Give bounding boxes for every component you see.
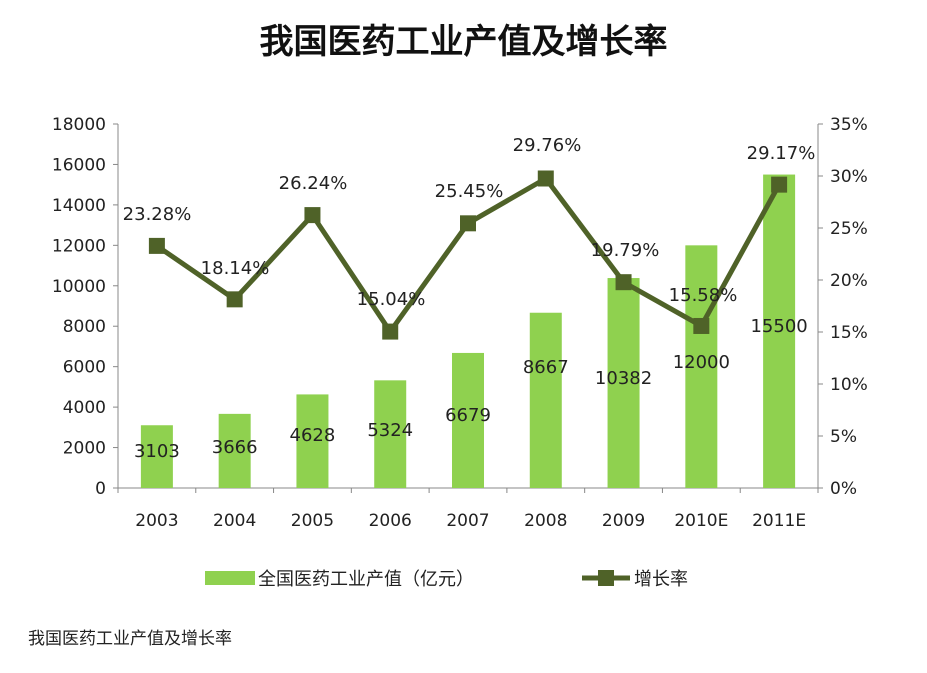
line-data-label: 25.45% [435,181,504,202]
right-tick-label: 10% [830,375,868,395]
line-data-label: 29.76% [513,135,582,156]
legend-bar-swatch [205,571,255,585]
x-tick-label: 2010E [674,511,728,531]
growth-marker [304,207,321,224]
legend-line-marker [598,570,614,586]
left-tick-label: 8000 [63,317,106,337]
growth-marker [226,291,243,308]
bar-data-label: 3103 [134,441,180,462]
growth-marker [615,274,632,291]
bar [763,174,796,489]
growth-marker [148,237,165,254]
x-tick-label: 2006 [369,511,412,531]
bar-data-label: 4628 [290,425,336,446]
right-tick-label: 5% [830,427,857,447]
chart-title: 我国医药工业产值及增长率 [259,22,668,62]
bar [296,394,329,488]
left-tick-label: 16000 [52,155,106,175]
left-tick-label: 10000 [52,277,106,297]
chart-caption: 我国医药工业产值及增长率 [28,629,232,649]
bar-data-label: 5324 [367,420,413,441]
line-data-label: 15.04% [357,289,426,310]
right-tick-label: 25% [830,219,868,239]
x-tick-label: 2009 [602,511,645,531]
line-data-label: 29.17% [747,143,816,164]
growth-marker [460,215,476,232]
right-tick-label: 20% [830,271,868,291]
bar-data-label: 12000 [673,352,730,373]
bar [140,425,173,488]
x-tick-label: 2003 [135,511,178,531]
x-tick-label: 2007 [446,511,489,531]
line-data-label: 18.14% [201,258,270,279]
line-data-label: 26.24% [279,173,348,194]
right-tick-label: 30% [830,167,868,187]
line-data-label: 15.58% [669,285,738,306]
growth-marker [537,170,554,187]
bar-data-label: 8667 [523,357,569,378]
right-tick-label: 35% [830,115,868,135]
left-tick-label: 14000 [52,196,106,216]
bar [452,352,484,488]
line-data-label: 19.79% [591,240,660,261]
bar-data-label: 10382 [595,368,652,389]
bar [529,312,562,488]
bar [685,245,718,488]
left-tick-label: 12000 [52,236,106,256]
bar-data-label: 3666 [212,437,258,458]
growth-marker [771,176,788,193]
x-tick-label: 2011E [752,511,806,531]
x-tick-label: 2005 [291,511,334,531]
left-tick-label: 2000 [63,439,106,459]
x-tick-label: 2008 [524,511,567,531]
right-tick-label: 15% [830,323,868,343]
left-tick-label: 0 [95,479,106,499]
legend-line-label: 增长率 [634,569,688,590]
left-tick-label: 18000 [52,115,106,135]
bar-data-label: 6679 [445,405,491,426]
bar [607,278,640,488]
growth-marker [382,323,399,340]
bar [218,413,251,488]
growth-marker [693,317,710,334]
left-tick-label: 6000 [63,358,106,378]
right-tick-label: 0% [830,479,857,499]
x-tick-label: 2004 [213,511,256,531]
bar [374,380,407,488]
legend-bar-label: 全国医药工业产值（亿元） [258,569,474,590]
line-data-label: 23.28% [123,204,192,225]
bar-data-label: 15500 [750,316,807,337]
left-tick-label: 4000 [63,398,106,418]
